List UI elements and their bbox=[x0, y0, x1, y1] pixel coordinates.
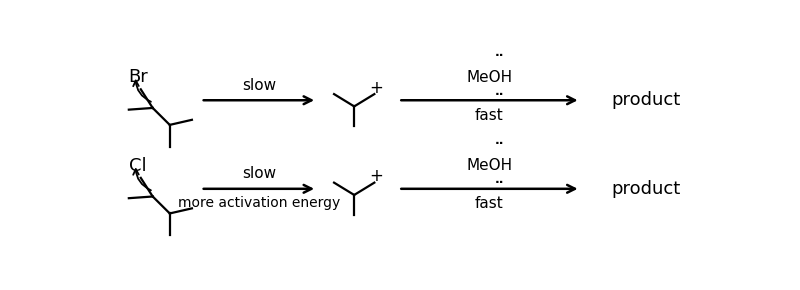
Text: MeOH: MeOH bbox=[466, 158, 513, 173]
Text: MeOH: MeOH bbox=[466, 70, 513, 85]
Text: ··: ·· bbox=[494, 137, 504, 150]
Text: ··: ·· bbox=[494, 177, 504, 189]
Text: Br: Br bbox=[128, 68, 147, 86]
Text: +: + bbox=[369, 168, 383, 186]
Text: slow: slow bbox=[242, 77, 276, 93]
Text: slow: slow bbox=[242, 166, 276, 181]
Text: ··: ·· bbox=[494, 88, 504, 101]
Text: product: product bbox=[612, 180, 681, 198]
Text: more activation energy: more activation energy bbox=[178, 197, 340, 211]
Text: fast: fast bbox=[475, 197, 504, 211]
Text: ··: ·· bbox=[494, 49, 504, 62]
Text: fast: fast bbox=[475, 108, 504, 123]
Text: +: + bbox=[369, 79, 383, 97]
Text: product: product bbox=[612, 91, 681, 109]
Text: Cl: Cl bbox=[129, 157, 146, 175]
